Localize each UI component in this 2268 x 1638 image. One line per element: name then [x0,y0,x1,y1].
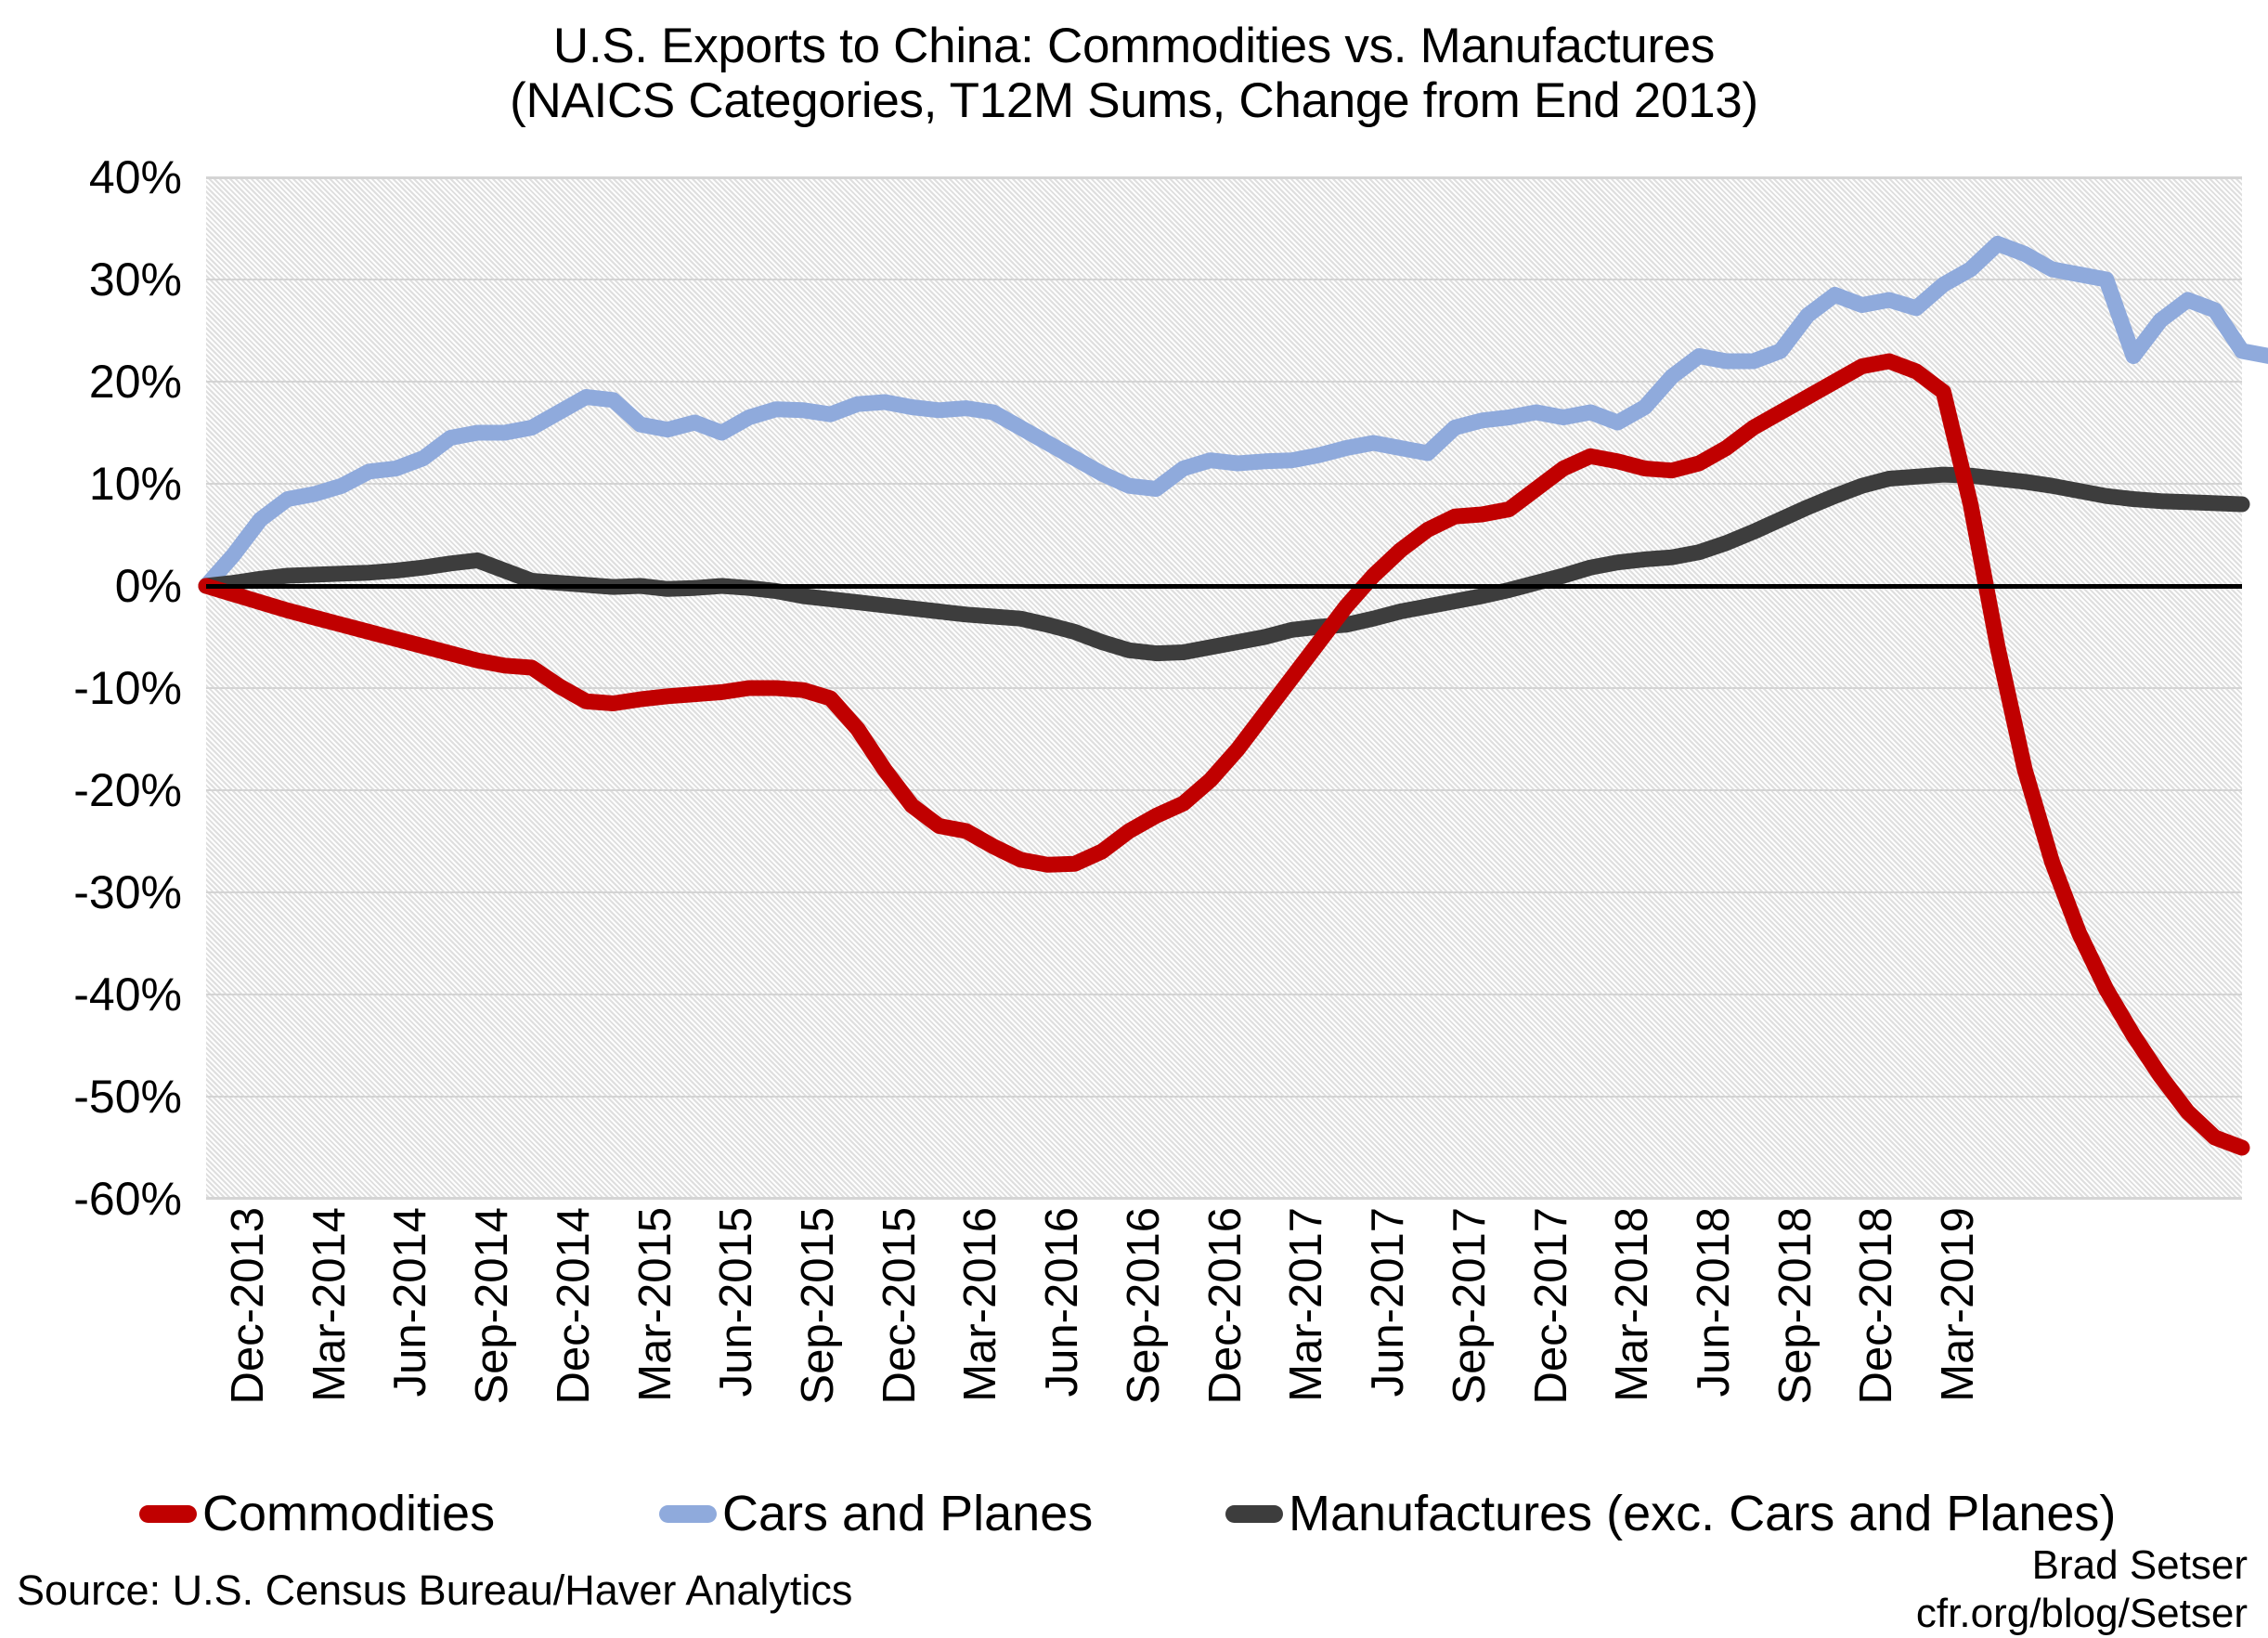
x-axis-tick-label: Mar-2018 [1607,1207,1658,1402]
chart-title-line-2: (NAICS Categories, T12M Sums, Change fro… [510,73,1758,129]
x-axis-tick-label: Jun-2018 [1688,1207,1739,1398]
x-axis-tick-label: Sep-2015 [793,1207,844,1405]
plot-border-bottom [206,1197,2242,1199]
gridline [206,891,2242,893]
y-axis-tick-label: 0% [114,560,182,612]
gridline [206,1198,2242,1200]
gridline [206,279,2242,280]
y-axis-tick-label: -30% [73,866,182,918]
chart-title-line-1: U.S. Exports to China: Commodities vs. M… [552,19,1716,73]
legend-item[interactable]: Manufactures (exc. Cars and Planes) [1225,1482,2116,1545]
x-axis-tick-label: Mar-2014 [304,1207,355,1402]
y-axis-labels: 40% 30% 20% 10% 0% -10% -20% -30% -40% -50% -60% [0,151,2268,1225]
line-cars-and-planes [206,244,2268,587]
zero-line [206,584,2242,589]
x-axis-tick-label: Dec-2016 [1199,1207,1251,1405]
y-axis-tick-label: -40% [73,968,182,1020]
x-axis-tick-label: Dec-2013 [223,1207,273,1405]
legend-label: Cars and Planes [722,1486,1094,1541]
x-axis-labels: Dec-2013 Mar-2014 Jun-2014 Sep-2014 Dec-2014… [206,1207,2242,1476]
legend-color-swatch [659,1504,717,1523]
x-axis-tick-label: Mar-2019 [1933,1207,1984,1402]
gridline [206,1096,2242,1098]
legend-item[interactable]: Cars and Planes [659,1482,1093,1545]
legend-label: Manufactures (exc. Cars and Planes) [1289,1486,2117,1541]
y-axis-tick-label: 30% [88,254,182,306]
chart-legend: Commodities Cars and Planes Manufactures (… [139,1482,2182,1547]
x-axis-tick-label: Dec-2018 [1851,1207,1902,1405]
x-axis-tick-label: Jun-2017 [1363,1207,1414,1398]
plot-area [206,176,2242,1200]
x-axis-tick-label: Dec-2015 [874,1207,925,1405]
y-axis-tick-label: -50% [73,1071,182,1123]
author-url: cfr.org/blog/Setser [1915,1590,2248,1636]
y-axis-tick-label: 10% [88,458,182,510]
x-axis-tick-label: Sep-2014 [467,1207,518,1405]
gridline [206,789,2242,791]
plot-border-top [206,177,2242,179]
author-name: Brad Setser [2031,1542,2248,1588]
x-axis-tick-label: Sep-2018 [1769,1207,1821,1405]
gridline [206,483,2242,485]
y-axis-tick-label: -20% [73,764,182,816]
legend-item[interactable]: Commodities [139,1482,495,1545]
x-axis-tick-label: Jun-2014 [385,1207,436,1398]
x-axis-tick-label: Sep-2017 [1444,1207,1495,1405]
series-lines [206,177,2242,1199]
y-axis-tick-label: 40% [88,151,182,203]
gridline [206,994,2242,995]
y-axis-tick-label: -60% [73,1173,182,1225]
gridline [206,381,2242,383]
x-axis-tick-label: Mar-2017 [1281,1207,1332,1402]
legend-color-swatch [1225,1504,1283,1523]
x-axis-tick-label: Jun-2015 [711,1207,762,1398]
gridline [206,687,2242,689]
x-axis-tick-label: Sep-2016 [1118,1207,1169,1405]
source-note: Source: U.S. Census Bureau/Haver Analyti… [17,1566,853,1614]
chart-title: U.S. Exports to China: Commodities vs. M… [0,19,2268,129]
y-axis-tick-label: 20% [88,356,182,408]
y-axis-tick-label: -10% [73,662,182,714]
legend-label: Commodities [202,1486,496,1541]
x-axis-tick-label: Dec-2014 [548,1207,599,1405]
line-manufactures [206,474,2242,653]
line-commodities [206,361,2242,1148]
credit-block: Brad Setser cfr.org/blog/Setser [1916,1541,2248,1638]
x-axis-tick-label: Mar-2016 [955,1207,1006,1402]
x-axis-tick-label: Dec-2017 [1525,1207,1576,1405]
x-axis-tick-label: Jun-2016 [1037,1207,1088,1398]
x-axis-tick-label: Mar-2015 [629,1207,680,1402]
legend-color-swatch [139,1504,197,1523]
